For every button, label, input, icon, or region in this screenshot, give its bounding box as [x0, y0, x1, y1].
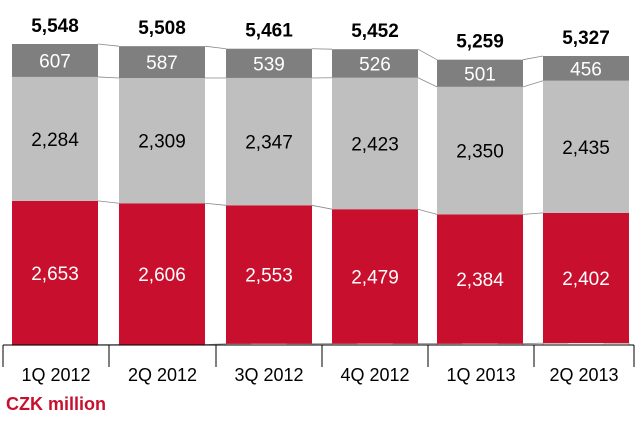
- data-label: 2,435: [562, 138, 610, 159]
- bar-segment: [437, 86, 523, 215]
- data-label: 2,384: [456, 270, 504, 291]
- data-label: 456: [570, 59, 602, 80]
- connector-line: [417, 48, 438, 61]
- connector-line: [417, 208, 438, 215]
- connector-line: [204, 202, 227, 206]
- bar-segment: [437, 214, 523, 344]
- total-label: 5,259: [456, 32, 504, 53]
- total-label: 5,327: [562, 28, 610, 49]
- connector-line: [97, 200, 120, 204]
- bar-segment: [543, 80, 629, 213]
- data-label: 2,402: [562, 269, 610, 290]
- bar-segment: [12, 76, 98, 201]
- bar-segment: [119, 203, 205, 345]
- connector-line: [522, 212, 544, 215]
- bar-segment: [332, 209, 418, 344]
- connector-line: [311, 204, 333, 210]
- bar-segment: [332, 49, 418, 78]
- data-label: 539: [253, 54, 285, 75]
- data-label: 2,653: [31, 264, 79, 285]
- data-label: 2,350: [456, 142, 504, 163]
- connector-line: [97, 76, 120, 79]
- total-label: 5,548: [31, 16, 79, 37]
- total-label: 5,461: [245, 21, 293, 42]
- bar-segment: [543, 212, 629, 344]
- data-label: 2,553: [245, 266, 293, 287]
- x-tick-label: 4Q 2012: [340, 365, 409, 385]
- bar-segment: [226, 48, 312, 78]
- x-tick-label: 2Q 2012: [128, 365, 197, 385]
- connector-line: [522, 342, 544, 345]
- data-label: 2,423: [351, 134, 399, 155]
- total-label: 5,508: [138, 18, 186, 39]
- data-label: 587: [146, 53, 178, 74]
- x-tick-label: 2Q 2013: [549, 365, 618, 385]
- bar-segment: [12, 200, 98, 345]
- bar-segment: [437, 59, 523, 87]
- connector-line: [522, 55, 544, 61]
- data-label: 2,606: [138, 265, 186, 286]
- bar-segment: [12, 44, 98, 77]
- data-label: 2,479: [351, 267, 399, 288]
- data-label: 2,309: [138, 132, 186, 153]
- connector-line: [204, 45, 227, 50]
- data-label: 501: [464, 64, 496, 85]
- bar-segment: [226, 77, 312, 206]
- bar-segment: [119, 46, 205, 79]
- data-label: 2,347: [245, 133, 293, 154]
- bar-segment: [332, 77, 418, 210]
- connector-line: [522, 80, 544, 88]
- data-label: 2,284: [31, 130, 79, 151]
- total-label: 5,452: [351, 21, 399, 42]
- x-tick-label: 1Q 2013: [446, 365, 515, 385]
- bar-segment: [543, 55, 629, 81]
- connector-line: [417, 77, 438, 88]
- data-label: 526: [359, 54, 391, 75]
- x-tick-label: 1Q 2012: [21, 365, 90, 385]
- unit-label: CZK million: [6, 394, 106, 414]
- stacked-bar-chart: 42,6532,2846075,54862,6062,3095875,50822…: [2, 16, 635, 385]
- connector-line: [97, 43, 120, 47]
- data-label: 607: [39, 51, 71, 72]
- bar-segment: [119, 78, 205, 204]
- bar-segment: [226, 205, 312, 344]
- x-tick-label: 3Q 2012: [234, 365, 303, 385]
